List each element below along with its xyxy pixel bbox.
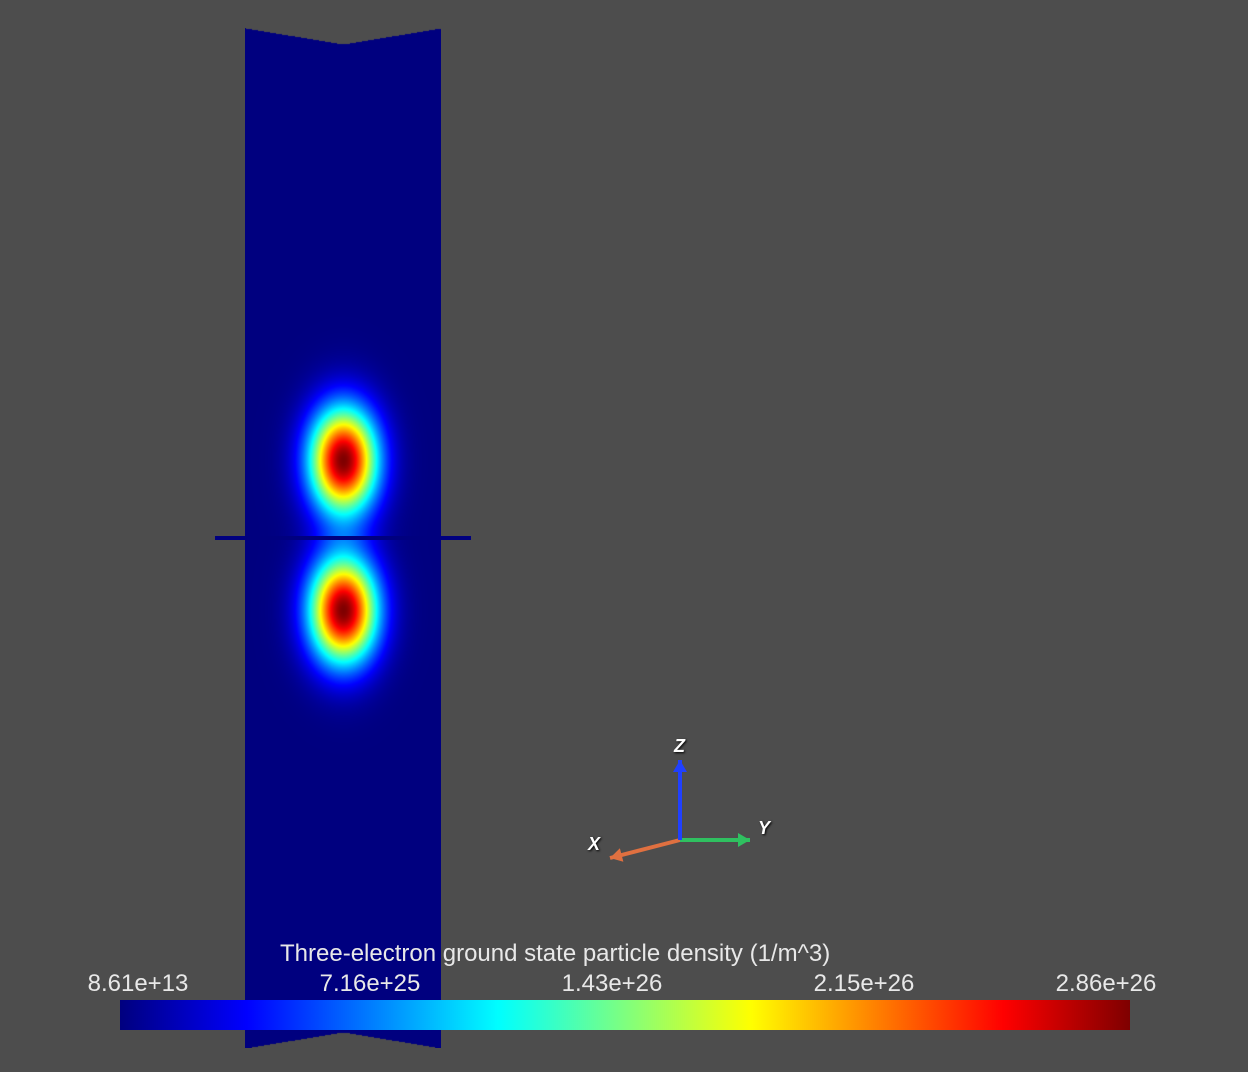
axis-label-x: X [588,834,600,855]
colorbar-tick: 2.86e+26 [1056,970,1157,998]
slice-plane-horizontal [215,536,471,540]
colorbar-tick: 2.15e+26 [814,970,915,998]
axis-label-z: Z [674,736,685,757]
colorbar-title: Three-electron ground state particle den… [280,940,830,968]
viewport-3d[interactable]: Z Y X Three-electron ground state partic… [0,0,1248,1072]
colorbar-tick: 1.43e+26 [562,970,663,998]
colorbar-tick: 7.16e+25 [320,970,421,998]
axis-label-y: Y [758,818,770,839]
colorbar [120,1000,1130,1030]
colorbar-tick: 8.61e+13 [88,970,189,998]
